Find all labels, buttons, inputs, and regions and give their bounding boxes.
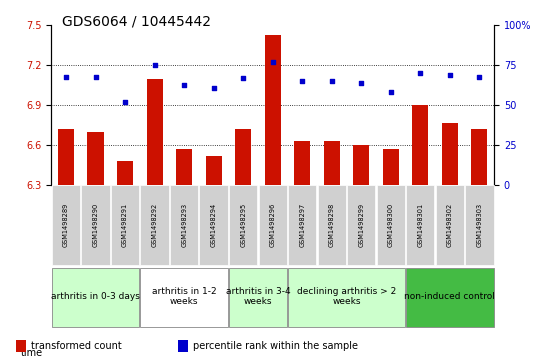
Text: GSM1498298: GSM1498298	[329, 203, 335, 247]
Bar	[82, 185, 110, 265]
Bar	[323, 141, 340, 185]
Bar	[406, 185, 435, 265]
Text: GSM1498300: GSM1498300	[388, 203, 394, 247]
Bar	[294, 141, 310, 185]
Bar	[376, 185, 405, 265]
Bar	[442, 123, 458, 185]
Bar	[146, 79, 163, 185]
Point	[475, 74, 484, 79]
Bar	[229, 268, 287, 327]
Point	[268, 59, 277, 65]
Text: GSM1498289: GSM1498289	[63, 203, 69, 247]
Text: GSM1498297: GSM1498297	[299, 203, 305, 247]
Text: GSM1498295: GSM1498295	[240, 203, 246, 247]
Text: GDS6064 / 10445442: GDS6064 / 10445442	[62, 15, 211, 29]
Bar	[229, 185, 258, 265]
Text: time: time	[21, 348, 43, 358]
Point	[62, 74, 70, 79]
Bar	[52, 268, 139, 327]
Point	[91, 74, 100, 79]
Point	[327, 78, 336, 84]
Point	[446, 72, 454, 78]
Bar	[259, 185, 287, 265]
Bar	[265, 35, 281, 185]
Point	[239, 75, 247, 81]
Bar	[58, 129, 74, 185]
Point	[150, 62, 159, 68]
Bar	[347, 185, 375, 265]
Text: GSM1498296: GSM1498296	[269, 203, 276, 247]
Point	[387, 90, 395, 95]
Bar	[140, 185, 169, 265]
Text: GSM1498299: GSM1498299	[358, 203, 365, 247]
Bar	[406, 268, 494, 327]
Bar	[288, 185, 316, 265]
Text: arthritis in 3-4
weeks: arthritis in 3-4 weeks	[226, 287, 291, 306]
Bar	[87, 132, 104, 185]
Text: GSM1498303: GSM1498303	[476, 203, 482, 247]
Bar	[117, 161, 133, 185]
Bar	[111, 185, 139, 265]
Bar	[353, 145, 369, 185]
Bar	[16, 340, 26, 351]
Point	[121, 99, 130, 105]
Bar	[199, 185, 228, 265]
Text: GSM1498290: GSM1498290	[92, 203, 99, 247]
Text: arthritis in 1-2
weeks: arthritis in 1-2 weeks	[152, 287, 217, 306]
Bar	[471, 129, 488, 185]
Text: GSM1498301: GSM1498301	[417, 203, 423, 247]
Text: declining arthritis > 2
weeks: declining arthritis > 2 weeks	[297, 287, 396, 306]
Point	[210, 85, 218, 91]
Bar	[176, 149, 192, 185]
Bar	[178, 340, 188, 351]
Text: arthritis in 0-3 days: arthritis in 0-3 days	[51, 292, 140, 301]
Bar	[465, 185, 494, 265]
Bar	[140, 268, 228, 327]
Bar	[288, 268, 405, 327]
Text: GSM1498294: GSM1498294	[211, 203, 217, 247]
Point	[357, 80, 366, 86]
Bar	[170, 185, 198, 265]
Bar	[318, 185, 346, 265]
Bar	[206, 156, 222, 185]
Text: percentile rank within the sample: percentile rank within the sample	[193, 341, 359, 351]
Text: non-induced control: non-induced control	[404, 292, 495, 301]
Point	[298, 78, 307, 84]
Text: GSM1498293: GSM1498293	[181, 203, 187, 247]
Bar	[235, 129, 251, 185]
Bar	[436, 185, 464, 265]
Text: GSM1498302: GSM1498302	[447, 203, 453, 247]
Bar	[52, 185, 80, 265]
Text: GSM1498291: GSM1498291	[122, 203, 128, 247]
Text: GSM1498292: GSM1498292	[152, 203, 158, 247]
Text: transformed count: transformed count	[31, 341, 122, 351]
Point	[180, 82, 188, 87]
Point	[416, 70, 424, 76]
Bar	[412, 105, 428, 185]
Bar	[383, 149, 399, 185]
